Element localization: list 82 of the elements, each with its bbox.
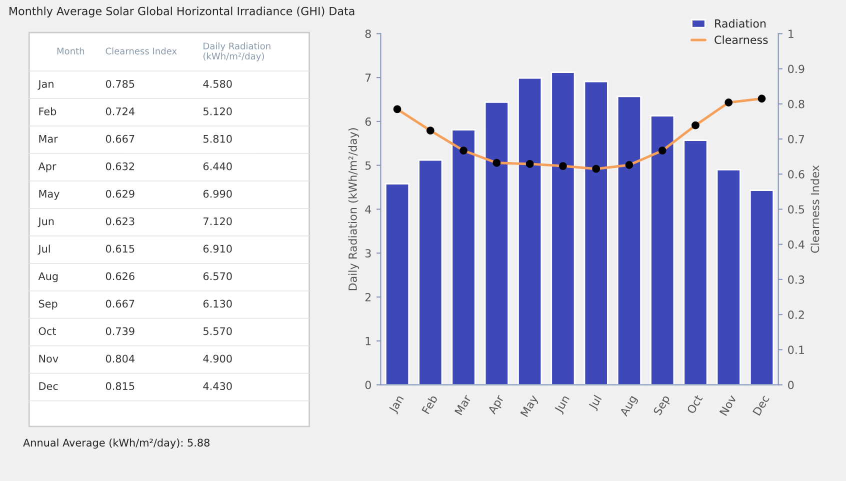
- y-tick-label: 7: [366, 74, 371, 82]
- text: 5.810: [204, 134, 232, 143]
- y-tick-label: 4: [365, 205, 372, 214]
- text: Mar: [39, 135, 58, 143]
- text: 0.739: [106, 327, 134, 336]
- text: 7.120: [204, 217, 232, 226]
- text: Daily Radiation (kWh/m²/day): [203, 42, 270, 62]
- bar: [749, 190, 774, 385]
- text: 0.815: [106, 382, 134, 390]
- y-tick-label: 1: [366, 337, 371, 346]
- bar: [683, 140, 708, 385]
- bar: [451, 129, 476, 385]
- y-tick-label: 6: [365, 117, 371, 126]
- text: Clearness Index: [106, 47, 177, 54]
- x-tick-label: Jun: [554, 394, 572, 415]
- y-axis-title: Daily Radiation (kWh/m²/day): [348, 128, 360, 290]
- bar: [616, 96, 642, 385]
- text: 0.785: [106, 80, 134, 88]
- text: 0.629: [106, 190, 134, 198]
- y2-tick-label: 0.7: [788, 134, 804, 144]
- bar: [384, 183, 410, 385]
- text: 6.130: [203, 300, 232, 308]
- y2-tick-label: 0.2: [788, 310, 804, 319]
- bar: [716, 169, 741, 385]
- bar: [518, 77, 542, 385]
- y2-tick-label: 0.4: [788, 240, 804, 249]
- y2-tick-label: 0.1: [788, 346, 804, 354]
- y-tick-label: 2: [365, 292, 371, 302]
- text: 0.623: [106, 217, 134, 226]
- text: Jun: [38, 217, 54, 228]
- text: Monthly Average Solar Global Horizontal Irradiance (GHI) Data: [10, 6, 354, 18]
- y2-axis-title: Clearness Index: [810, 165, 820, 253]
- text: 6.910: [203, 244, 232, 253]
- text: 6.440: [203, 162, 232, 170]
- text: Feb: [39, 107, 56, 116]
- text: Dec: [39, 382, 58, 390]
- y2-tick-label: 0.3: [788, 275, 804, 284]
- text: May: [39, 190, 60, 200]
- x-tick-label: Jul: [588, 394, 604, 412]
- bar: [418, 159, 443, 385]
- y-tick-label: 8: [365, 30, 371, 38]
- text: 0.724: [106, 107, 134, 116]
- y-tick-label: 5: [365, 161, 371, 170]
- y2-tick-label: 1: [788, 30, 794, 38]
- text: 5.120: [204, 107, 232, 116]
- text: Aug: [38, 272, 58, 282]
- y2-tick-label: 0.6: [788, 170, 804, 178]
- x-tick-label: Oct: [686, 394, 703, 414]
- bar: [550, 72, 576, 385]
- text: 0.626: [106, 272, 134, 280]
- text: Annual Average (kWh/m²/day): 5.88: [23, 438, 210, 449]
- legend-label: Clearness: [714, 35, 768, 44]
- text: 4.580: [203, 80, 232, 88]
- bar: [584, 80, 608, 385]
- text: 6.570: [203, 272, 232, 280]
- text: 0.667: [106, 300, 134, 308]
- text: 0.667: [106, 134, 134, 143]
- text: Jan: [38, 80, 54, 90]
- text: 0.632: [106, 162, 134, 170]
- y-tick-label: 3: [365, 249, 371, 258]
- legend-label: Radiation: [715, 19, 766, 28]
- bar: [650, 115, 675, 385]
- x-tick-label: Jan: [388, 394, 406, 414]
- text: Nov: [39, 354, 58, 363]
- bar: [484, 101, 509, 385]
- text: Sep: [38, 300, 58, 310]
- y2-tick-label: 0.9: [788, 64, 804, 74]
- text: Month: [57, 47, 84, 54]
- text: Jul: [38, 244, 50, 255]
- text: 5.570: [204, 327, 232, 336]
- text: 4.430: [203, 382, 232, 390]
- text: Oct: [38, 327, 56, 336]
- y2-tick-label: 0: [788, 380, 794, 390]
- y-tick-label: 0: [365, 380, 371, 390]
- y2-tick-label: 0.8: [788, 100, 804, 108]
- x-tick-label: Feb: [421, 394, 438, 414]
- text: 0.615: [106, 244, 134, 253]
- text: 6.990: [203, 190, 232, 198]
- text: Apr: [38, 162, 56, 172]
- y2-tick-label: 0.5: [788, 205, 804, 214]
- text: 0.804: [106, 354, 134, 363]
- text: 4.900: [203, 354, 232, 363]
